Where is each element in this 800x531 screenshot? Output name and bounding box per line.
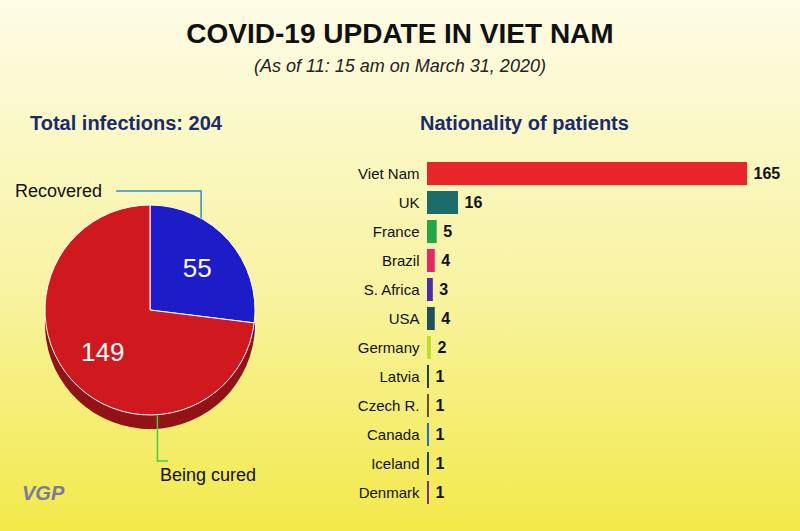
svg-text:S. Africa: S. Africa <box>364 281 421 298</box>
svg-text:Being cured: Being cured <box>160 465 256 485</box>
html-text:Nationality of patients: Nationality of patients <box>420 112 629 134</box>
html-text:VGP: VGP <box>22 482 65 504</box>
svg-text:4: 4 <box>441 310 450 327</box>
svg-text:1: 1 <box>435 484 444 501</box>
svg-text:France: France <box>373 223 420 240</box>
svg-text:1: 1 <box>435 368 444 385</box>
svg-text:1: 1 <box>435 426 444 443</box>
svg-text:Recovered: Recovered <box>15 181 102 201</box>
svg-text:5: 5 <box>443 223 452 240</box>
html-text:COVID-19 UPDATE IN VIET NAM: COVID-19 UPDATE IN VIET NAM <box>186 18 614 49</box>
svg-text:1: 1 <box>435 397 444 414</box>
svg-text:3: 3 <box>439 281 448 298</box>
svg-text:USA: USA <box>389 310 420 327</box>
svg-text:Latvia: Latvia <box>379 368 420 385</box>
svg-text:Brazil: Brazil <box>382 252 420 269</box>
svg-text:2: 2 <box>437 339 446 356</box>
svg-text:4: 4 <box>441 252 450 269</box>
svg-text:16: 16 <box>465 194 483 211</box>
svg-text:Canada: Canada <box>367 426 420 443</box>
svg-text:Denmark: Denmark <box>359 484 420 501</box>
svg-text:Germany: Germany <box>358 339 420 356</box>
html-text:Total infections: 204: Total infections: 204 <box>30 112 222 134</box>
svg-text:165: 165 <box>754 165 781 182</box>
svg-text:Iceland: Iceland <box>371 455 419 472</box>
svg-text:Viet Nam: Viet Nam <box>358 165 419 182</box>
svg-text:UK: UK <box>399 194 420 211</box>
svg-text:Czech R.: Czech R. <box>358 397 420 414</box>
svg-text:1: 1 <box>435 455 444 472</box>
svg-text:55: 55 <box>183 253 212 283</box>
html-text:(As of 11: 15 am on March 31,: (As of 11: 15 am on March 31, 2020) <box>254 56 546 76</box>
svg-text:149: 149 <box>81 337 124 367</box>
